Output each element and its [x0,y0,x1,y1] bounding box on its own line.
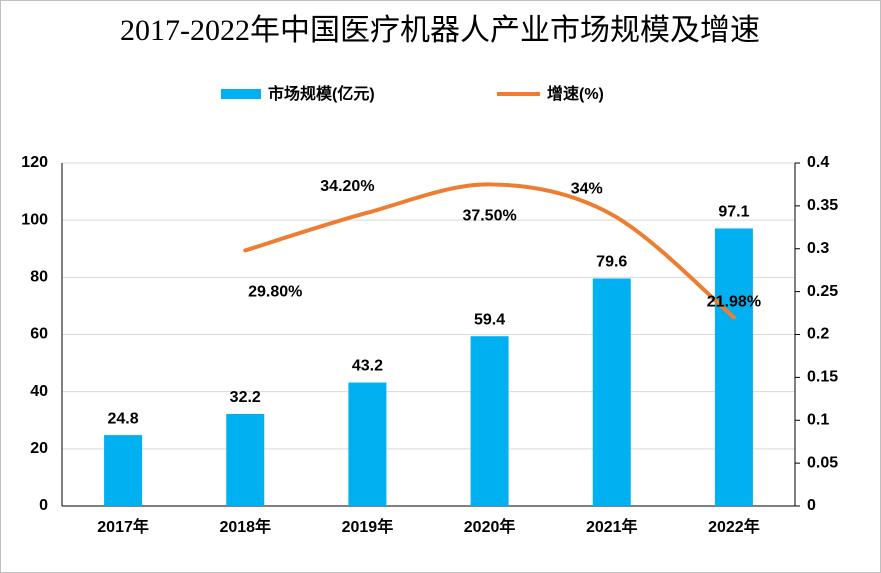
data-label: 34% [571,181,603,198]
y-tick-label: 60 [30,326,48,343]
x-tick-label: 2017年 [97,517,149,536]
data-label: 97.1 [718,204,749,221]
y-tick-label: 20 [30,440,48,457]
x-tick-label: 2018年 [219,517,271,536]
y-tick-label: 40 [30,383,48,400]
data-label: 29.80% [248,284,302,301]
y2-tick-label: 0.35 [807,197,838,214]
y-tick-label: 120 [21,154,48,171]
x-tick-label: 2021年 [586,517,638,536]
legend-label: 增速(%) [547,84,604,103]
x-tick-label: 2022年 [708,517,760,536]
data-label: 21.98% [707,294,761,311]
y-tick-label: 80 [30,269,48,286]
chart-title: 2017-2022年中国医疗机器人产业市场规模及增速 [120,14,760,47]
data-label: 32.2 [230,389,261,406]
bar [226,413,265,506]
data-label: 37.50% [462,208,516,225]
y2-tick-label: 0.15 [807,369,838,386]
data-label: 24.8 [108,410,139,427]
y2-tick-label: 0 [807,497,816,514]
y2-tick-label: 0.4 [807,154,829,171]
data-label: 79.6 [596,254,627,271]
y2-tick-label: 0.25 [807,283,838,300]
bar [592,278,631,506]
legend-swatch [221,89,261,99]
bar [348,382,387,506]
y-tick-label: 100 [21,211,48,228]
bar [470,336,509,506]
bar [104,435,143,506]
data-label: 43.2 [352,358,383,375]
y2-tick-label: 0.1 [807,411,829,428]
line [243,182,736,320]
x-tick-label: 2020年 [464,517,516,536]
data-label: 59.4 [474,311,505,328]
data-label: 34.20% [320,178,374,195]
legend-label: 市场规模(亿元) [268,84,375,103]
y2-tick-label: 0.05 [807,454,838,471]
x-tick-label: 2019年 [342,517,394,536]
y2-tick-label: 0.3 [807,240,829,257]
y2-tick-label: 0.2 [807,326,829,343]
y-tick-label: 0 [39,497,48,514]
bar [714,228,753,507]
